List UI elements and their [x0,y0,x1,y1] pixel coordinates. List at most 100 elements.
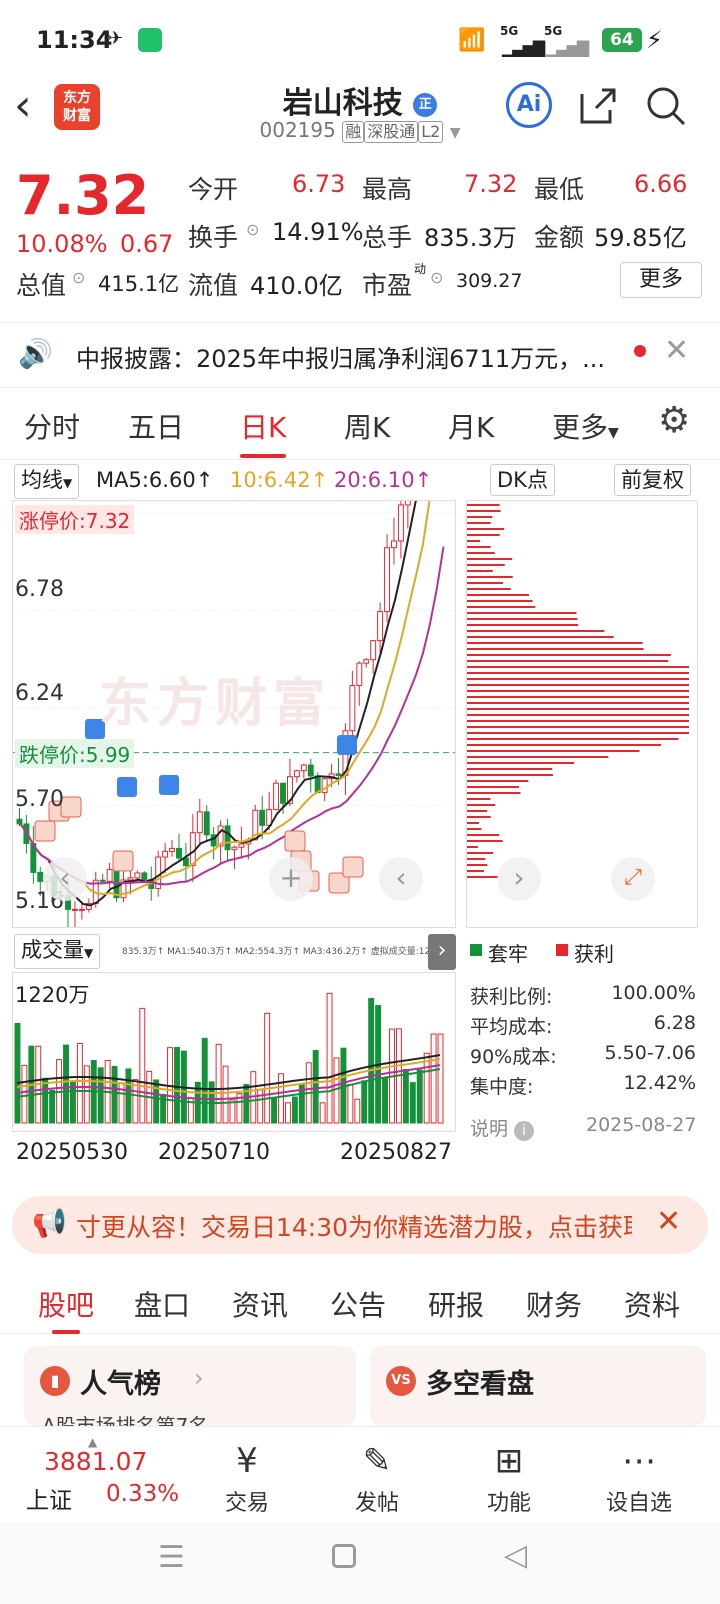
vs-icon: VS [386,1366,416,1396]
announcement-text[interactable]: 中报披露：2025年中报归属净利润6711万元，... [76,345,606,373]
index-pct: 0.33% [106,1481,180,1507]
ma5-text: MA5:6.60 [96,468,196,492]
tab-guba[interactable]: 股吧 [38,1284,94,1334]
kline-chart[interactable]: 东方财富 涨停价:7.32 6.78 6.24 跌停价:5.99 5.70 5.… [12,500,456,928]
change-pct: 10.08% [16,230,108,258]
tab-announcements[interactable]: 公告 [330,1289,387,1322]
date-label-2: 20250710 [158,1140,270,1165]
pe-dynamic-tag: 动 [414,262,427,276]
ma5-line [19,501,417,907]
status-bar: 11:34 ✈ 📶 5G ▁▃▅▇ 5G ▁▃▅▇ 64 ⚡ [0,0,720,78]
home-icon[interactable] [332,1544,356,1568]
volume-bar [236,1093,243,1124]
search-icon[interactable] [644,84,688,128]
candle-body [252,809,259,841]
stock-code-row[interactable]: 002195 融深股通 L2 ▼ [0,118,720,143]
logo-line1: 东方 [63,90,91,106]
volume-indicator-select[interactable]: 成交量▼ [14,934,101,969]
tab-finance[interactable]: 财务 [526,1289,583,1322]
eastmoney-logo[interactable]: 东方 财富 [54,84,100,130]
tab-weekly-k[interactable]: 周K [344,411,391,444]
candle-body [356,662,363,687]
info-icon[interactable]: ⊙ [246,220,260,239]
nav-functions[interactable]: ⊞ 功能 [454,1427,564,1517]
dk-point-button[interactable]: DK点 [490,464,555,496]
amount-value: 59.85亿 [594,224,687,252]
index-widget[interactable]: ▲ 3881.07 上证 0.33% [16,1435,186,1519]
tab-monthly-k[interactable]: 月K [448,411,495,444]
tab-news[interactable]: 资讯 [232,1289,289,1322]
ma-type-select[interactable]: 均线▼ [14,464,80,499]
info-icon[interactable]: ⊙ [72,268,86,287]
back-icon[interactable]: ‹ [14,80,32,131]
candle-body [363,659,370,664]
system-nav-bar: ☰ ◁ [0,1522,720,1604]
chip-distribution-chart[interactable]: › ⤢ [466,500,698,928]
back-nav-icon[interactable]: ◁ [504,1538,528,1573]
nav-trade[interactable]: ¥ 交易 [192,1427,302,1517]
tag-margin: 融 [342,121,365,143]
nav-post[interactable]: ✎ 发帖 [322,1427,432,1517]
buy-marker [342,856,364,878]
info-icon[interactable]: ⊙ [430,268,444,287]
candle-body [99,879,106,882]
more-button[interactable]: 更多 [620,262,702,298]
volume-chart[interactable]: 1220万 [12,972,456,1132]
price-level-1: 6.78 [15,577,64,602]
info-tabs: 股吧 盘口 资讯 公告 研报 财务 资料 [0,1268,720,1334]
mcap-label: 总值 [16,271,67,300]
chevron-right-icon[interactable]: › [497,857,541,901]
candle-body [217,825,224,847]
tab-more[interactable]: 更多▼ [552,406,619,446]
scroll-left-icon[interactable]: ‹ [43,857,87,901]
chip-date: 2025-08-27 [586,1114,697,1136]
volume-bar [278,1073,284,1124]
close-icon[interactable]: ✕ [656,1204,682,1239]
volume-bar [125,1068,132,1124]
stat-label: 平均成本: [470,1016,553,1038]
expand-icon[interactable]: ⤢ [611,857,655,901]
caret-up-icon: ▲ [88,1435,98,1449]
stat-label: 90%成本: [470,1046,557,1068]
open-value: 6.73 [292,170,346,198]
tab-orderbook[interactable]: 盘口 [134,1289,191,1322]
limit-up-label: 涨停价:7.32 [15,505,135,534]
chevron-right-icon[interactable]: › [428,934,456,970]
candle-body [349,685,356,732]
tab-5day[interactable]: 五日 [128,411,185,444]
bull-bear-card[interactable]: VS 多空看盘 [370,1346,706,1426]
promo-text: 寸更从容！交易日14:30为你精选潜力股，点击获取 [76,1213,632,1242]
float-label: 流值 [188,271,239,300]
crosshair-icon[interactable]: + [269,857,313,901]
signal-icon-2: ▁▃▅▇ [546,38,589,57]
volume-bar [326,992,333,1124]
tab-profile[interactable]: 资料 [624,1289,681,1322]
ai-button[interactable]: Ai [506,82,552,128]
popularity-card[interactable]: ▮ 人气榜 › A股市场排名第7名 [24,1346,356,1426]
gear-icon[interactable]: ⚙ [658,400,691,441]
close-icon[interactable]: ✕ [664,333,690,368]
announcement-bar[interactable]: 🔊 中报披露：2025年中报归属净利润6711万元，... ✕ [0,322,720,388]
candle-body [384,547,391,613]
vol-ma3-line [16,1064,441,1100]
menu-icon[interactable]: ☰ [158,1540,185,1575]
candle-body [106,869,113,882]
tab-intraday[interactable]: 分时 [24,411,81,444]
tab-daily-k[interactable]: 日K [240,406,287,458]
candle-body [231,846,238,851]
chip-note-link[interactable]: 说明 i [470,1114,535,1141]
share-icon[interactable] [576,84,620,128]
promo-banner[interactable]: 📢 寸更从容！交易日14:30为你精选潜力股，点击获取 ✕ [12,1196,708,1254]
candle-body [286,776,293,804]
wifi-icon: 📶 [458,28,486,53]
buy-marker [328,872,350,894]
bull-bear-title: 多空看盘 [426,1369,534,1400]
tab-research[interactable]: 研报 [428,1289,485,1322]
chevron-left-icon[interactable]: ‹ [379,857,423,901]
nav-watchlist[interactable]: ⋯ 设自选 [584,1427,694,1517]
candle-body [37,871,44,882]
low-label: 最低 [534,175,585,204]
adjust-select[interactable]: 前复权 [614,464,691,496]
volume-bar [284,1102,291,1124]
logo-line2: 财富 [63,108,91,124]
